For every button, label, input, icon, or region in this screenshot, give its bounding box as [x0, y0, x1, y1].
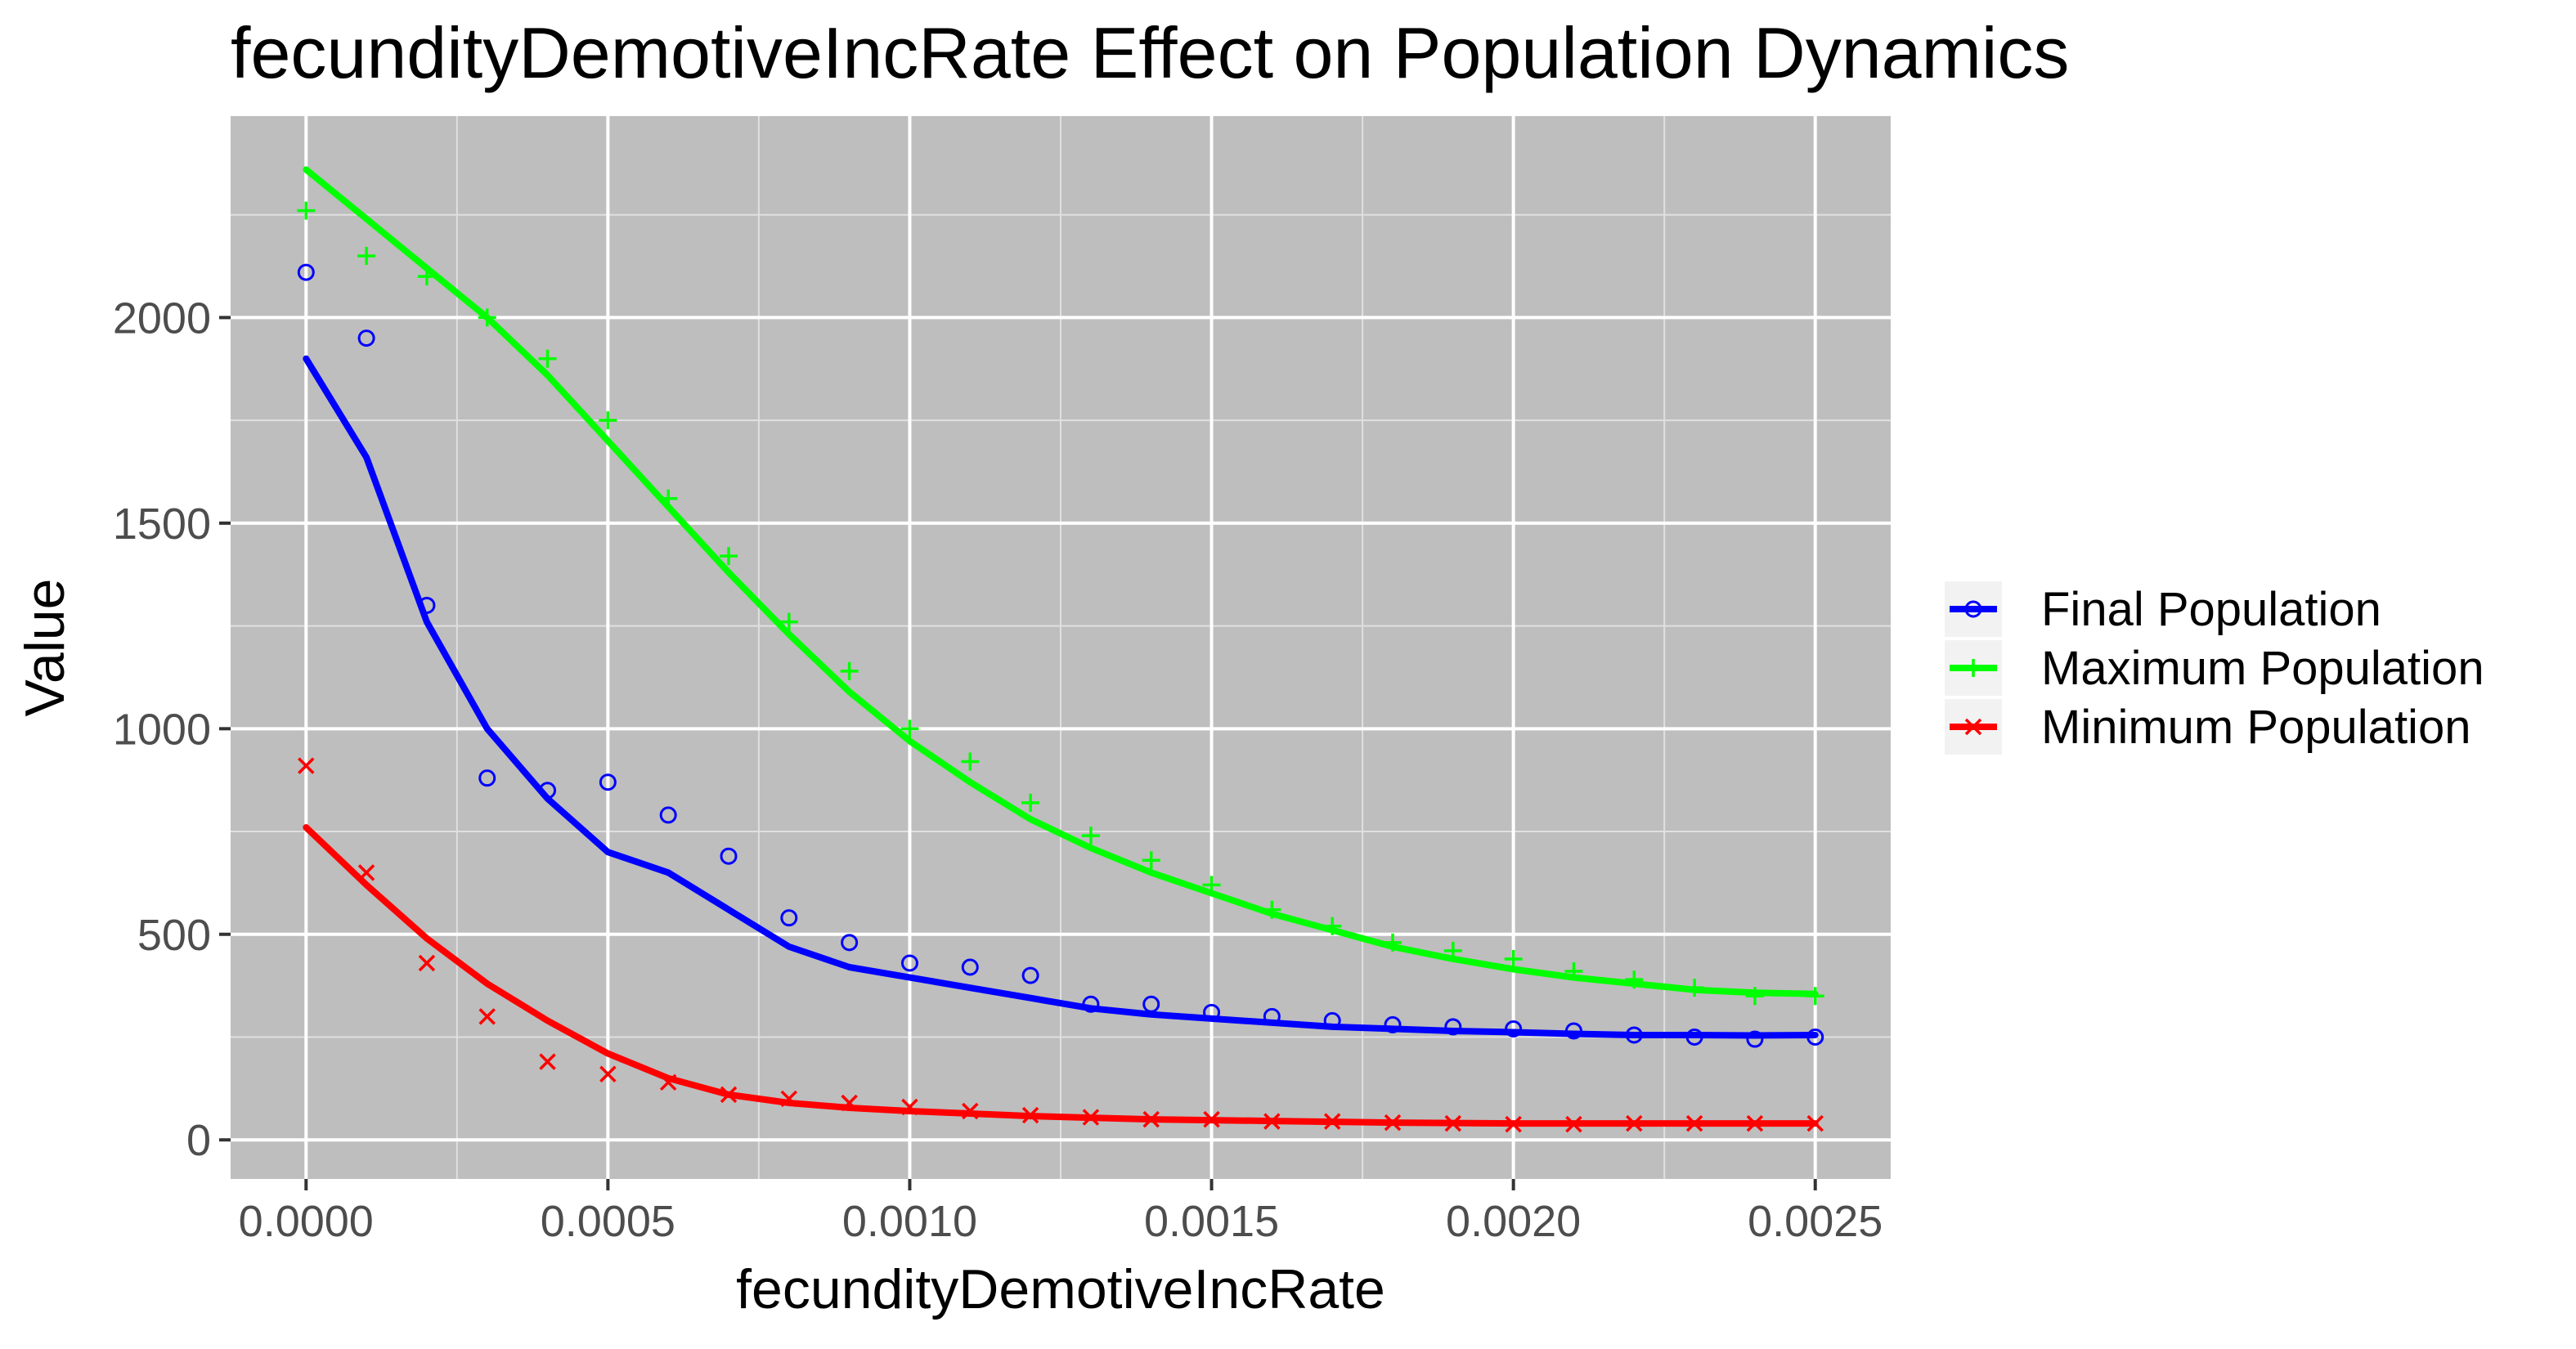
y-axis-ticks: 0 500 1000 1500 2000 — [113, 294, 231, 1165]
final-population-point — [780, 909, 798, 927]
minimum-population-trend-line — [303, 824, 1819, 1127]
maximum-population-point — [1142, 851, 1160, 870]
legend-marker-maximum-population — [1964, 659, 1982, 677]
maximum-population-point — [779, 612, 798, 631]
x-tick-label: 0.0025 — [1748, 1197, 1883, 1246]
x-tick-label: 0.0000 — [239, 1197, 374, 1246]
y-tick-label: 500 — [137, 911, 211, 960]
grid-minor — [231, 116, 1891, 1179]
final-population-point — [841, 934, 859, 952]
maximum-population-point — [599, 411, 617, 430]
legend-marker-minimum-population — [1964, 718, 1982, 736]
legend-marker-final-population — [1964, 600, 1982, 618]
final-population-point — [659, 806, 677, 824]
legend-label-final-population: Final Population — [2041, 583, 2381, 636]
maximum-population-point — [1504, 949, 1523, 968]
final-population-point — [478, 769, 496, 787]
y-tick-label: 0 — [186, 1116, 211, 1165]
maximum-population-point — [1021, 793, 1040, 812]
minimum-population-point — [539, 1053, 556, 1070]
x-tick-label: 0.0020 — [1446, 1197, 1581, 1246]
legend-label-minimum-population: Minimum Population — [2041, 701, 2471, 754]
legend-label-maximum-population: Maximum Population — [2041, 642, 2484, 695]
x-tick-label: 0.0005 — [541, 1197, 675, 1246]
y-tick-label: 1500 — [113, 500, 211, 549]
maximum-population-point — [900, 719, 919, 738]
chart-title: fecundityDemotiveIncRate Effect on Popul… — [231, 12, 2069, 93]
maximum-population-point — [1081, 827, 1100, 845]
trend-lines — [303, 166, 1819, 1127]
final-population-point — [1021, 966, 1039, 984]
legend: Final Population Maximum Population Minimu… — [1945, 581, 2484, 755]
x-tick-label: 0.0010 — [842, 1197, 977, 1246]
maximum-population-point — [961, 752, 980, 771]
grid-major — [231, 116, 1891, 1179]
x-tick-label: 0.0015 — [1144, 1197, 1279, 1246]
minimum-population-point — [298, 757, 315, 774]
maximum-population-point — [720, 547, 738, 566]
final-population-point — [720, 847, 738, 865]
final-population-point — [599, 773, 617, 791]
y-tick-label: 1000 — [113, 705, 211, 754]
minimum-population-point — [478, 1008, 496, 1025]
maximum-population-point — [840, 661, 859, 680]
final-population-point — [357, 329, 375, 347]
x-axis-ticks: 0.0000 0.0005 0.0010 0.0015 0.0020 0.0025 — [239, 1179, 1883, 1246]
minimum-population-point — [418, 954, 436, 972]
final-population-point — [1384, 1015, 1402, 1033]
y-axis-title: Value — [14, 579, 76, 717]
final-population-trend-line — [303, 355, 1819, 1039]
y-tick-label: 2000 — [113, 294, 211, 343]
maximum-population-point — [357, 246, 376, 265]
maximum-population-trend-line — [303, 166, 1819, 997]
final-population-point — [961, 958, 979, 976]
maximum-population-point — [297, 201, 316, 220]
data-marks — [297, 201, 1824, 1133]
final-population-point — [297, 263, 315, 281]
x-axis-title: fecundityDemotiveIncRate — [736, 1258, 1385, 1320]
maximum-population-point — [538, 349, 557, 368]
minimum-population-point — [599, 1065, 617, 1082]
final-population-point — [900, 954, 918, 972]
final-population-point — [1746, 1030, 1764, 1048]
